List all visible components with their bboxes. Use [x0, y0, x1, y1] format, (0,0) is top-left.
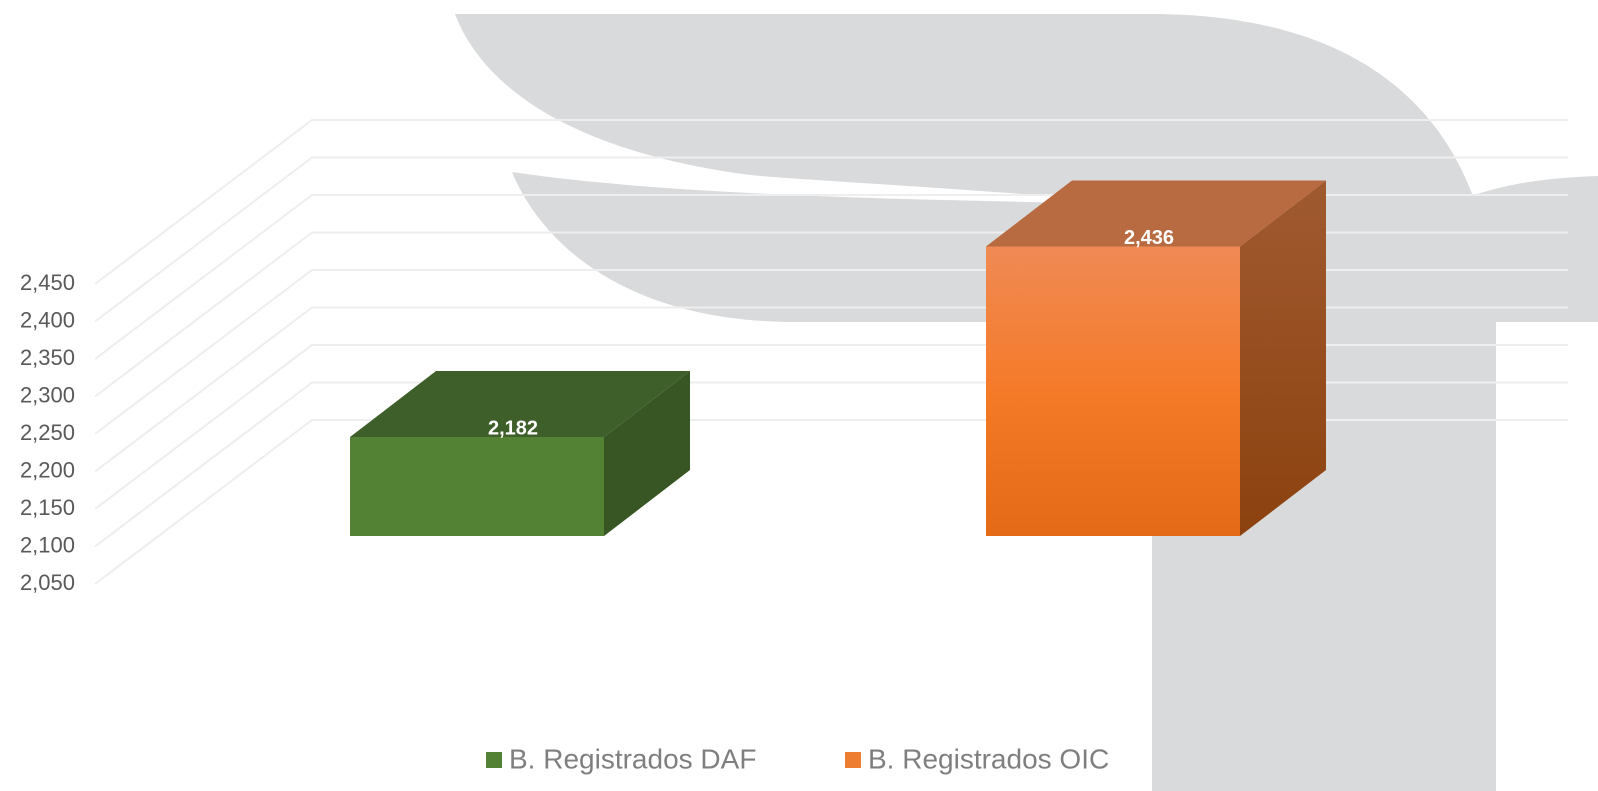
y-tick-label: 2,250: [20, 420, 75, 445]
legend: B. Registrados DAF B. Registrados OIC: [486, 743, 1109, 774]
legend-swatch: [486, 752, 502, 768]
bar-top: [986, 180, 1326, 247]
bar: [350, 437, 604, 536]
grid-line: [94, 156, 1568, 323]
y-tick-label: 2,400: [20, 307, 75, 332]
bar-side: [604, 371, 690, 536]
data-label: 2,436: [1124, 227, 1174, 249]
y-tick-label: 2,450: [20, 270, 75, 295]
y-tick-label: 2,100: [20, 532, 75, 557]
data-label: 2,182: [488, 417, 538, 439]
y-tick-label: 2,350: [20, 345, 75, 370]
bar: [986, 246, 1240, 536]
legend-label: B. Registrados OIC: [868, 743, 1109, 774]
y-tick-label: 2,300: [20, 382, 75, 407]
legend-label: B. Registrados DAF: [509, 743, 756, 774]
y-tick-label: 2,150: [20, 495, 75, 520]
grid-line: [94, 119, 1568, 285]
y-tick-label: 2,050: [20, 570, 75, 595]
bar-top: [350, 371, 690, 437]
bar-side: [1240, 180, 1326, 536]
legend-swatch: [845, 752, 861, 768]
y-tick-label: 2,200: [20, 457, 75, 482]
